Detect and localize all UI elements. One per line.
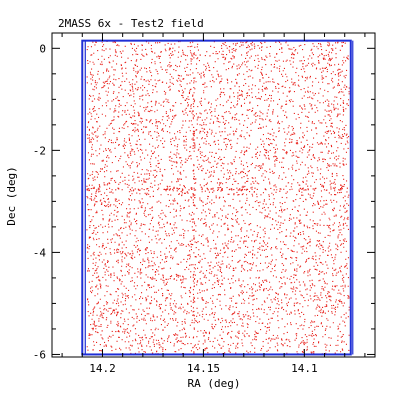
chart-title: 2MASS 6x - Test2 field [58,17,204,30]
x-tick-label: 14.15 [187,362,220,375]
x-tick-label: 14.1 [291,362,318,375]
y-tick-label: -6 [33,348,46,361]
y-tick-label: -2 [33,144,46,157]
plot-area [81,39,354,356]
y-tick-label: -4 [33,246,47,259]
plot-frame [51,32,376,358]
y-axis-label: Dec (deg) [5,166,18,226]
axes: 0 -2 -4 -6 14.2 14.15 14.1 [33,33,375,375]
y-tick-label: 0 [39,42,46,55]
data-points [86,40,350,356]
x-axis-label: RA (deg) [188,377,241,390]
x-tick-label: 14.2 [89,362,116,375]
field-boundary [81,39,352,356]
